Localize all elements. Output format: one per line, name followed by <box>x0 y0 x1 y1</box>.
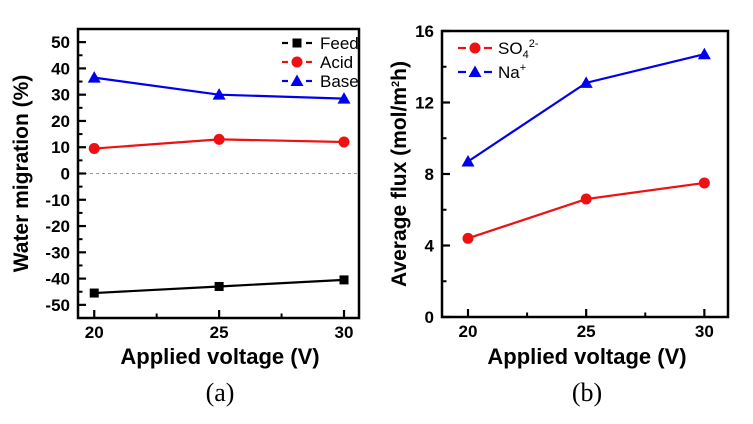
data-point-na <box>461 154 475 167</box>
data-point-feed <box>89 288 99 298</box>
y-tick-label: -20 <box>45 217 70 236</box>
legend-entry-feed: Feed <box>282 34 359 53</box>
data-point-so4-2 <box>580 193 592 205</box>
legend-entry-so4-2: SO42- <box>458 38 539 61</box>
data-point-acid <box>213 133 225 145</box>
axes-frame <box>440 29 730 319</box>
legend-label-so4-2: SO42- <box>498 38 539 61</box>
x-axis-label-a: Applied voltage (V) <box>120 344 319 369</box>
legend-triangle-marker <box>468 65 482 77</box>
x-tick-label: 30 <box>335 323 354 342</box>
y-axis-label: Water migration (%) <box>10 75 33 273</box>
data-point-na <box>579 76 593 88</box>
legend-label-na: Na+ <box>498 62 526 82</box>
panel-caption-a: (a) <box>206 378 235 407</box>
legend-label-feed: Feed <box>320 34 359 53</box>
x-tick-label: 20 <box>459 322 478 341</box>
data-point-base <box>87 71 101 83</box>
y-tick-label: 30 <box>51 86 70 105</box>
x-tick-label: 30 <box>695 322 714 341</box>
y-tick-label: 10 <box>51 138 70 157</box>
legend-label-acid: Acid <box>320 53 353 72</box>
data-point-acid <box>338 136 350 148</box>
panel-caption-b: (b) <box>572 378 602 407</box>
data-point-base <box>337 92 351 104</box>
y-tick-label: 20 <box>51 112 70 131</box>
plot-area-b: 20 25 30 0 4 8 12 16 Average flux (mol/m2h) SO42-… <box>388 22 730 341</box>
y-tick-label: -10 <box>45 191 70 210</box>
y-tick-label: -30 <box>45 243 70 262</box>
legend-entry-acid: Acid <box>282 53 353 72</box>
y-tick-label: -50 <box>45 296 70 315</box>
data-point-acid <box>88 143 100 155</box>
y-tick-label: 0 <box>425 308 434 327</box>
legend-entry-base: Base <box>282 72 359 91</box>
legend-entry-na: Na+ <box>458 62 526 82</box>
data-point-base <box>212 88 226 100</box>
legend-triangle-marker <box>290 74 304 86</box>
y-tick-label: 40 <box>51 59 70 78</box>
y-tick-label: -40 <box>45 270 70 289</box>
y-tick-label: 50 <box>51 33 70 52</box>
legend-label-base: Base <box>320 72 359 91</box>
x-axis-label-b: Applied voltage (V) <box>487 344 686 369</box>
legend-square-marker <box>292 38 302 48</box>
data-point-so4-2 <box>698 177 710 189</box>
x-tick-label: 20 <box>85 323 104 342</box>
data-point-feed <box>214 281 224 291</box>
x-tick-label: 25 <box>577 322 596 341</box>
y-tick-label: 16 <box>415 22 434 41</box>
chart-panel-b: 20 25 30 0 4 8 12 16 Average flux (mol/m2h) SO42-… <box>388 22 730 407</box>
plot-area-a: 20 25 30 -50 -40 -30 -20 -10 0 10 20 30 40 50 Water mi… <box>10 27 361 342</box>
y-tick-label: 4 <box>425 237 435 256</box>
data-point-na <box>697 47 711 60</box>
y-tick-label: 12 <box>415 94 434 113</box>
y-tick-label: 8 <box>425 165 434 184</box>
y-tick-label: 0 <box>61 165 70 184</box>
data-point-so4-2 <box>462 232 474 244</box>
legend-circle-marker <box>291 56 303 68</box>
x-tick-label: 25 <box>210 323 229 342</box>
data-point-feed <box>339 275 349 285</box>
series-line-so4-2 <box>467 181 705 240</box>
y-axis-label: Average flux (mol/m2h) <box>388 61 411 287</box>
chart-panel-a: 20 25 30 -50 -40 -30 -20 -10 0 10 20 30 40 50 Water mi… <box>10 27 361 407</box>
legend-circle-marker <box>469 42 481 54</box>
